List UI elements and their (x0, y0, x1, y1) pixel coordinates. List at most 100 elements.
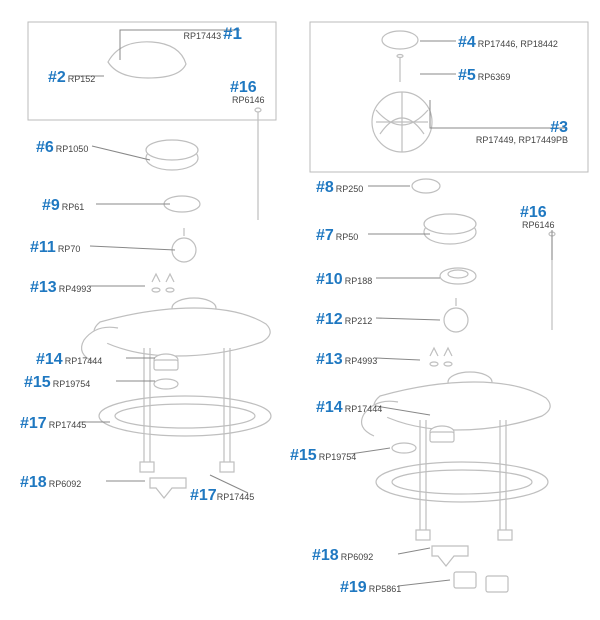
callout-number: #15 (290, 447, 317, 464)
callout-number: #11 (30, 239, 56, 256)
callout-c15b: #15RP19754 (290, 448, 356, 464)
parts-diagram: RP17443#1#2RP152#3RP17449, RP17449PB#4RP… (0, 0, 600, 620)
callout-partno: RP61 (62, 202, 85, 212)
leader-c6 (92, 146, 150, 160)
part-adjring (412, 179, 440, 193)
callout-c6: #6RP1050 (36, 140, 88, 156)
part-nut-l2 (220, 462, 234, 472)
callout-partno: RP6146 (232, 96, 265, 105)
part-faucet-body-right (362, 372, 551, 436)
callout-partno: RP17446, RP18442 (478, 39, 558, 49)
callout-number: #9 (42, 197, 60, 214)
callout-number: #16 (230, 79, 257, 96)
callout-partno: RP212 (345, 316, 373, 326)
callout-c18a: #18RP6092 (20, 475, 81, 491)
callout-number: #13 (30, 279, 57, 296)
callout-number: #14 (316, 399, 343, 416)
callout-partno: RP17443 (184, 31, 222, 41)
part-ball-right (444, 308, 468, 332)
callout-c1: RP17443#1 (184, 25, 242, 43)
part-seats-springs-right (430, 348, 452, 366)
leaders (72, 30, 566, 586)
callout-number: #2 (48, 69, 66, 86)
callout-partno: RP17449, RP17449PB (476, 136, 568, 145)
part-faucet-body-left (82, 298, 271, 362)
part-gasket-left (154, 379, 178, 389)
leader-c12 (376, 318, 440, 320)
callout-number: #14 (36, 351, 63, 368)
callout-c19: #19RP5861 (340, 580, 401, 596)
callout-c12: #12RP212 (316, 312, 372, 328)
callout-c16a: #16RP6146 (230, 80, 265, 105)
callout-partno: RP19754 (319, 452, 357, 462)
callout-partno: RP250 (336, 184, 364, 194)
callout-number: #16 (520, 204, 547, 221)
callout-partno: RP188 (345, 276, 373, 286)
part-gasket-right (392, 443, 416, 453)
diagram-svg (0, 0, 600, 620)
callout-c11: #11RP70 (30, 240, 80, 256)
callout-c7: #7RP50 (316, 228, 358, 244)
callout-number: #5 (458, 67, 476, 84)
callout-partno: RP17445 (49, 420, 87, 430)
callout-partno: RP5861 (369, 584, 402, 594)
callout-number: #12 (316, 311, 343, 328)
callout-c5: #5RP6369 (458, 68, 510, 84)
callout-partno: RP4993 (345, 356, 378, 366)
callout-number: #3 (550, 119, 568, 136)
callout-partno: RP6092 (49, 479, 82, 489)
leader-c19 (398, 580, 450, 586)
callout-number: #18 (312, 547, 339, 564)
callout-partno: RP152 (68, 74, 96, 84)
callout-partno: RP6146 (522, 221, 555, 230)
part-bracket-left (150, 478, 186, 498)
part-bracket-right (432, 546, 468, 566)
callout-c17b: #17RP17445 (190, 488, 256, 504)
callout-c13b: #13RP4993 (316, 352, 377, 368)
callout-number: #15 (24, 374, 51, 391)
part-baseplate-right (376, 462, 548, 502)
callout-partno: RP17444 (345, 404, 383, 414)
callout-c10: #10RP188 (316, 272, 372, 288)
callout-number: #4 (458, 34, 476, 51)
callout-c9: #9RP61 (42, 198, 84, 214)
part-ball (172, 238, 196, 262)
callout-number: #18 (20, 474, 47, 491)
part-button (382, 31, 418, 49)
callout-c4: #4RP17446, RP18442 (458, 35, 558, 51)
callout-number: #7 (316, 227, 334, 244)
callout-partno: RP4993 (59, 284, 92, 294)
callout-c17a: #17RP17445 (20, 416, 86, 432)
callout-number: #8 (316, 179, 334, 196)
callout-partno: RP17444 (65, 356, 103, 366)
callout-number: #17 (20, 415, 47, 432)
part-seats-springs-left (152, 274, 174, 292)
callout-number: #10 (316, 271, 343, 288)
callout-partno: RP70 (58, 244, 81, 254)
part-cap-top (146, 140, 198, 160)
callout-c3: #3RP17449, RP17449PB (474, 120, 568, 145)
callout-partno: RP17445 (217, 492, 255, 502)
callout-number: #6 (36, 139, 54, 156)
part-knob (372, 92, 432, 152)
callout-c14a: #14RP17444 (36, 352, 102, 368)
callout-partno: RP1050 (56, 144, 89, 154)
assembly-left (82, 42, 271, 498)
callout-c8: #8RP250 (316, 180, 363, 196)
callout-partno: RP6369 (478, 72, 511, 82)
callout-c13a: #13RP4993 (30, 280, 91, 296)
callout-number: #1 (223, 24, 242, 43)
callout-c18b: #18RP6092 (312, 548, 373, 564)
callout-number: #17 (190, 487, 217, 504)
leader-c11 (90, 246, 175, 250)
callout-number: #19 (340, 579, 367, 596)
callout-c14b: #14RP17444 (316, 400, 382, 416)
part-nut-l1 (140, 462, 154, 472)
callout-partno: RP19754 (53, 379, 91, 389)
callout-number: #13 (316, 351, 343, 368)
callout-partno: RP50 (336, 232, 359, 242)
leader-c13b (376, 358, 420, 360)
callout-c2: #2RP152 (48, 70, 95, 86)
assembly-right (362, 31, 555, 592)
callout-partno: RP6092 (341, 552, 374, 562)
